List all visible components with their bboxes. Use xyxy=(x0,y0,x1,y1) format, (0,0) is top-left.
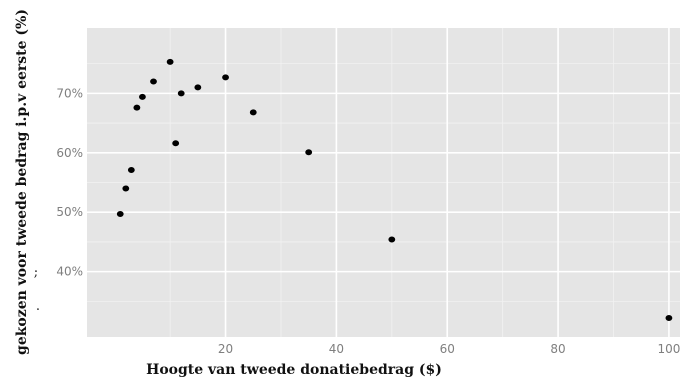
data-point xyxy=(388,236,396,243)
data-points xyxy=(116,58,673,321)
major-gridlines xyxy=(87,28,680,337)
y-tick-label: 70% xyxy=(56,86,83,100)
y-tick-label: 40% xyxy=(56,265,83,279)
data-point xyxy=(194,84,202,91)
x-tick-label: 80 xyxy=(550,342,565,356)
data-point xyxy=(177,90,185,97)
stray-mark-period: . xyxy=(36,299,40,314)
y-tick-labels: 40% 50% 60% 70% xyxy=(56,86,83,278)
x-tick-label: 60 xyxy=(440,342,455,356)
data-point xyxy=(305,149,313,156)
y-axis-title: gekozen voor tweede bedrag i.p.v eerste … xyxy=(14,9,30,355)
x-tick-label: 100 xyxy=(657,342,680,356)
x-axis-title: Hoogte van tweede donatiebedrag ($) xyxy=(146,362,442,378)
data-point xyxy=(133,104,141,111)
data-point xyxy=(122,185,130,192)
stray-mark-semicolon: ; xyxy=(34,265,38,280)
data-point xyxy=(139,93,146,100)
minor-gridlines xyxy=(87,28,680,337)
data-point xyxy=(172,140,180,147)
data-point xyxy=(249,109,257,116)
x-tick-label: 20 xyxy=(218,342,233,356)
x-tick-labels: 20 40 60 80 100 xyxy=(218,342,680,356)
data-point xyxy=(127,167,135,174)
data-point xyxy=(665,314,673,321)
data-point xyxy=(222,74,229,81)
data-point xyxy=(116,210,124,217)
y-tick-label: 50% xyxy=(56,205,83,219)
data-point xyxy=(150,78,157,85)
x-tick-label: 40 xyxy=(329,342,344,356)
data-point xyxy=(166,58,174,65)
y-tick-label: 60% xyxy=(56,146,83,160)
